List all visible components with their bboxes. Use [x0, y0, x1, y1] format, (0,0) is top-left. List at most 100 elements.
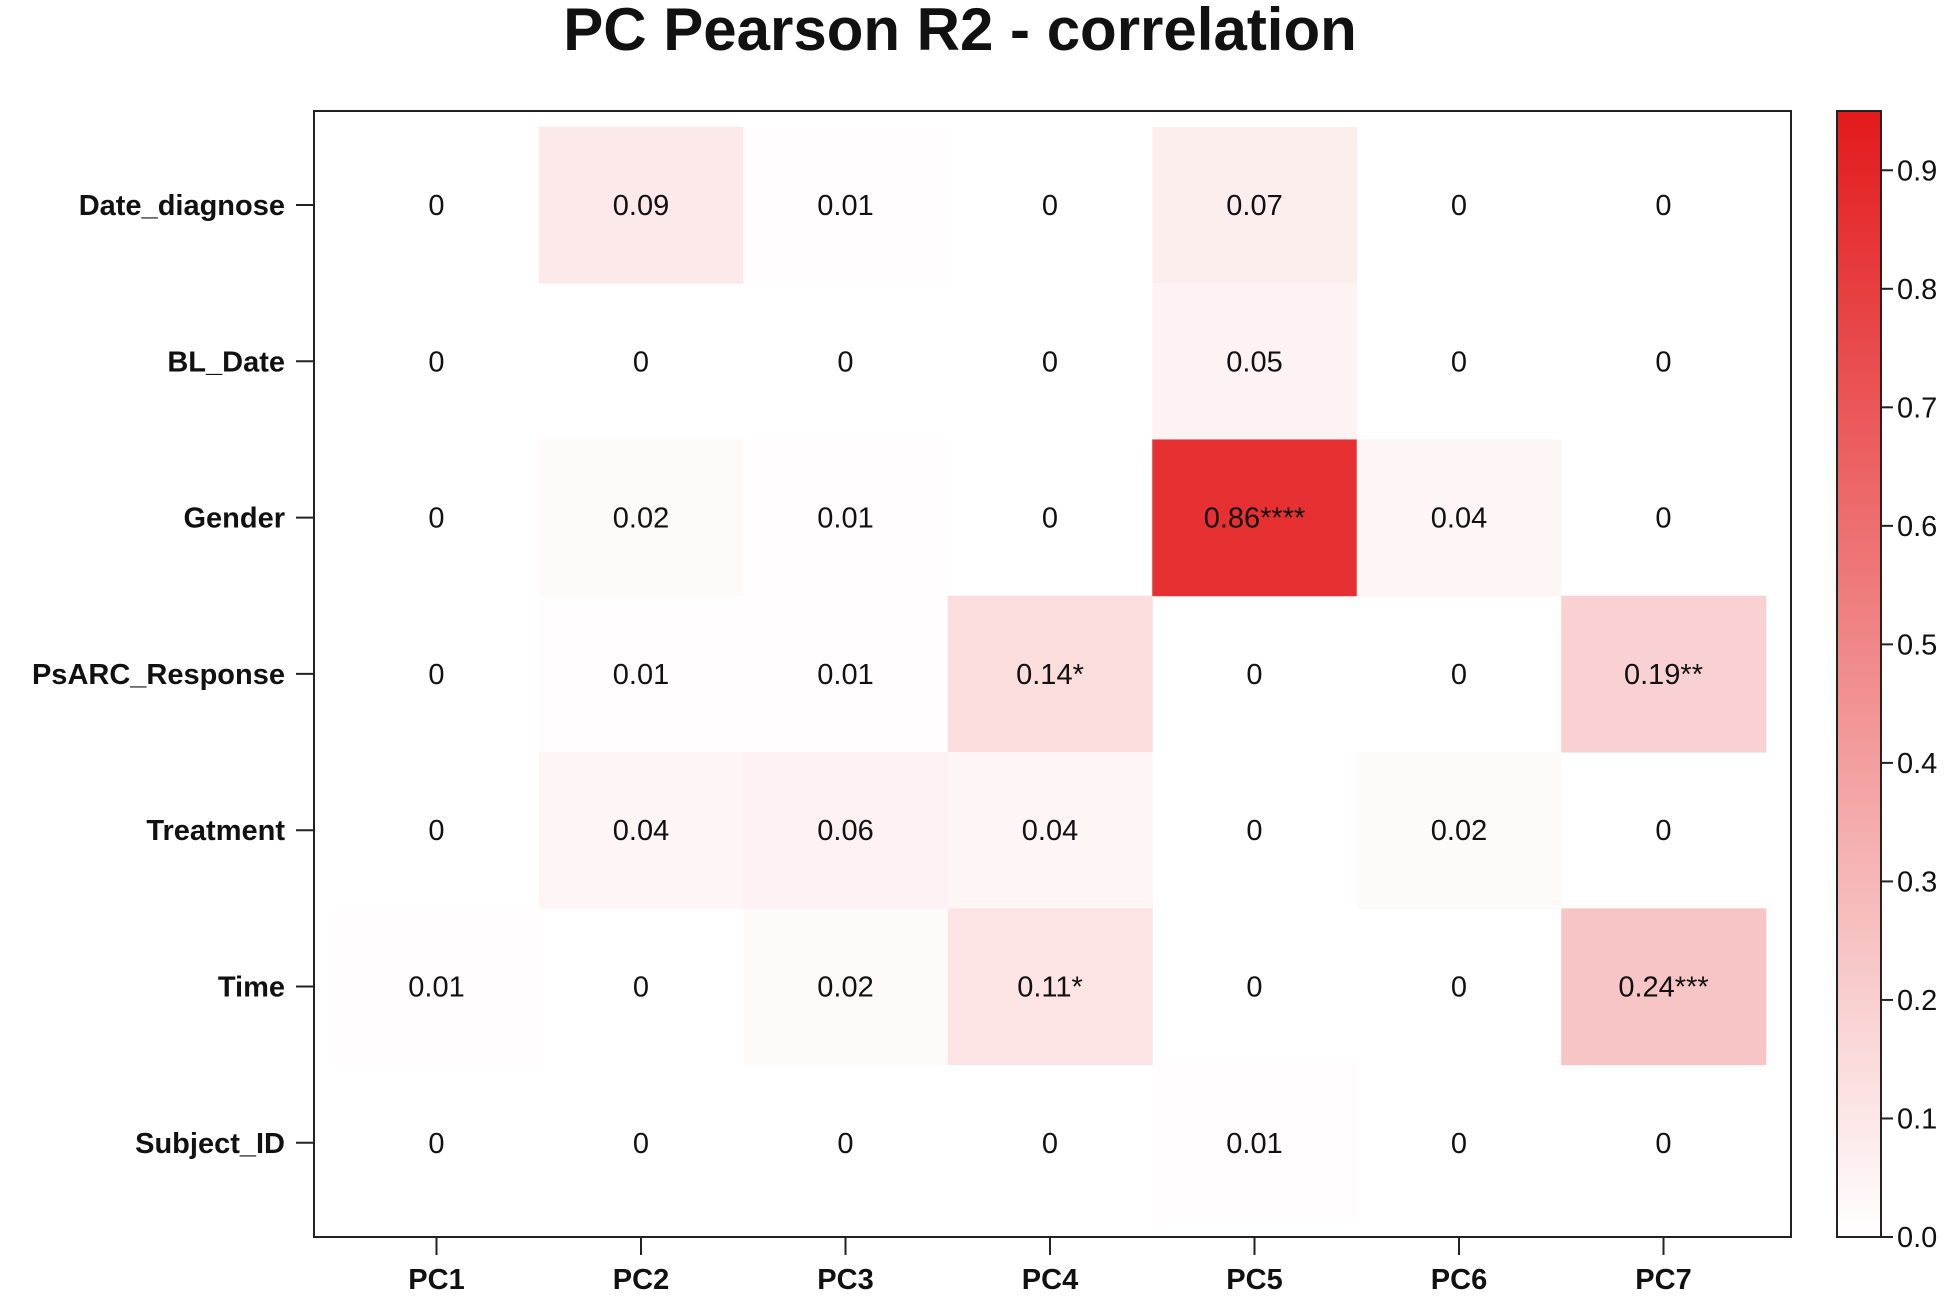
cell-value-label: 0: [633, 1128, 649, 1160]
y-tick-label: Date_diagnose: [79, 190, 285, 222]
cell-value-label: 0: [1655, 190, 1671, 222]
heatmap-cell: [1356, 439, 1562, 597]
cell-value-label: 0: [633, 972, 649, 1004]
heatmap-cell: [743, 439, 949, 597]
colorbar-tick-label: 0.6: [1897, 511, 1937, 543]
cell-value-label: 0: [1042, 190, 1058, 222]
y-tick-label: BL_Date: [167, 346, 285, 378]
heatmap-cell: [538, 752, 744, 909]
heatmap-cell: [743, 595, 949, 753]
cell-value-label: 0: [837, 346, 853, 378]
cell-value-label: 0: [428, 1128, 444, 1160]
cell-value-label: 0: [1246, 659, 1262, 691]
heatmap-cell: [334, 908, 540, 1066]
x-tick-label: PC3: [817, 1264, 873, 1296]
colorbar-tick-label: 0.3: [1897, 866, 1937, 898]
colorbar-tick-label: 0.4: [1897, 748, 1937, 780]
cell-value-label: 0.05: [1226, 346, 1282, 378]
cell-value-label: 0: [1451, 346, 1467, 378]
cell-value-label: 0.09: [613, 190, 669, 222]
cell-value-label: 0: [1655, 503, 1671, 535]
heatmap-cell: [947, 595, 1153, 753]
cell-value-label: 0: [1042, 346, 1058, 378]
cell-value-label: 0.19**: [1624, 659, 1703, 691]
cell-value-label: 0.01: [817, 503, 873, 535]
cell-value-label: 0.02: [1431, 815, 1487, 847]
colorbar-tick-label: 0.5: [1897, 629, 1937, 661]
cell-value-label: 0.24***: [1618, 972, 1708, 1004]
cell-value-label: 0.06: [817, 815, 873, 847]
colorbar-legend: 0.0 0.1 0.2 0.3 0.4 0.5 0.6 0.7 0.8 0.9: [1836, 110, 1937, 1254]
cell-value-label: 0: [1246, 972, 1262, 1004]
cell-value-label: 0.01: [613, 659, 669, 691]
y-tick-label: Treatment: [146, 815, 285, 847]
x-tick-label: PC6: [1431, 1264, 1487, 1296]
cell-value-label: 0: [428, 659, 444, 691]
x-tick-label: PC4: [1022, 1264, 1078, 1296]
heatmap-cell: [1152, 283, 1358, 440]
heatmap-cell: [947, 752, 1153, 909]
cell-value-label: 0: [1451, 190, 1467, 222]
x-tick-label: PC5: [1226, 1264, 1282, 1296]
cell-value-label: 0: [428, 346, 444, 378]
heatmap-cell: [538, 439, 744, 597]
cell-value-label: 0: [1451, 972, 1467, 1004]
colorbar-tick-label: 0.0: [1897, 1222, 1937, 1254]
cell-value-label: 0: [837, 1128, 853, 1160]
x-tick-label: PC7: [1635, 1264, 1691, 1296]
cell-value-label: 0: [1451, 1128, 1467, 1160]
cell-value-label: 0.04: [1431, 503, 1487, 535]
y-tick-label: Gender: [183, 503, 285, 535]
colorbar-tick-label: 0.1: [1897, 1103, 1937, 1135]
cell-value-label: 0.07: [1226, 190, 1282, 222]
colorbar-tick-label: 0.2: [1897, 985, 1937, 1017]
cell-value-label: 0: [1655, 815, 1671, 847]
cell-value-label: 0: [428, 503, 444, 535]
cell-value-label: 0.01: [408, 972, 464, 1004]
chart-title: PC Pearson R2 - correlation: [563, 0, 1357, 63]
cell-value-label: 0: [1042, 503, 1058, 535]
cell-value-label: 0.04: [613, 815, 669, 847]
heatmap-cells: 0 0.09 0.01 0 0.07 0 0 0 0 0 0 0.05 0 0 0 0.02 0.01 0 0.86…: [334, 126, 1767, 1222]
heatmap-cell: [538, 126, 744, 284]
cell-value-label: 0.11*: [1017, 972, 1083, 1004]
heatmap-cell: [947, 908, 1153, 1066]
heatmap-cell: [1152, 1064, 1358, 1222]
cell-value-label: 0.86****: [1204, 503, 1306, 535]
x-tick-label: PC1: [408, 1264, 464, 1296]
cell-value-label: 0: [1246, 815, 1262, 847]
heatmap-axes: Date_diagnose BL_Date Gender PsARC_Response…: [32, 190, 1692, 1296]
cell-value-label: 0.02: [613, 503, 669, 535]
y-tick-label: PsARC_Response: [32, 659, 285, 691]
cell-value-label: 0.04: [1022, 815, 1078, 847]
colorbar-tick-label: 0.7: [1897, 392, 1937, 424]
cell-value-label: 0: [1655, 1128, 1671, 1160]
cell-value-label: 0.01: [817, 659, 873, 691]
cell-value-label: 0.01: [1226, 1128, 1282, 1160]
cell-value-label: 0: [1655, 346, 1671, 378]
heatmap-cell: [1561, 595, 1767, 753]
x-tick-label: PC2: [613, 1264, 669, 1296]
heatmap-cell: [743, 908, 949, 1066]
heatmap-cell: [1356, 752, 1562, 909]
cell-value-label: 0: [428, 190, 444, 222]
colorbar-tick-label: 0.8: [1897, 274, 1937, 306]
cell-value-label: 0: [633, 346, 649, 378]
colorbar-tick-label: 0.9: [1897, 155, 1937, 187]
heatmap-cell: [538, 595, 744, 753]
heatmap-cell: [743, 126, 949, 284]
heatmap-cell: [1152, 126, 1358, 284]
cell-value-label: 0: [1042, 1128, 1058, 1160]
y-tick-label: Subject_ID: [135, 1128, 285, 1160]
colorbar-gradient: [1836, 110, 1882, 1238]
cell-value-label: 0: [1451, 659, 1467, 691]
heatmap-cell: [1561, 908, 1767, 1066]
cell-value-label: 0: [428, 815, 444, 847]
heatmap-cell: [743, 752, 949, 909]
cell-value-label: 0.02: [817, 972, 873, 1004]
cell-value-label: 0.14*: [1016, 659, 1084, 691]
heatmap-cell: [1152, 439, 1358, 597]
y-tick-label: Time: [218, 972, 285, 1004]
cell-value-label: 0.01: [817, 190, 873, 222]
